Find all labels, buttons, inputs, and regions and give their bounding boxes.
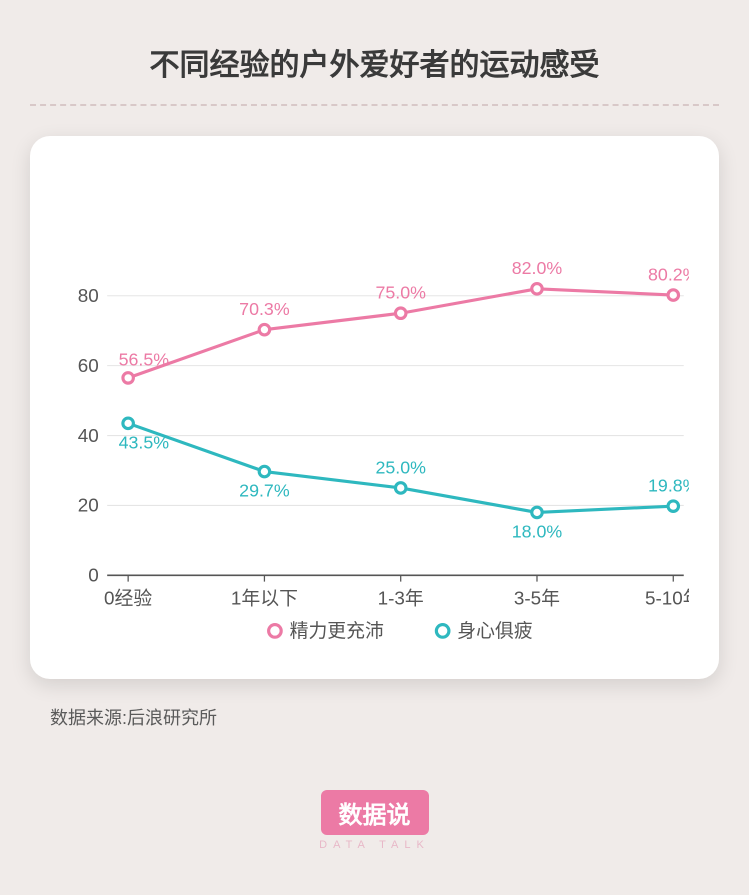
- svg-text:60: 60: [78, 355, 99, 376]
- svg-text:1-3年: 1-3年: [378, 588, 424, 609]
- svg-text:56.5%: 56.5%: [119, 349, 170, 369]
- svg-text:40: 40: [78, 425, 99, 446]
- svg-text:1年以下: 1年以下: [231, 588, 298, 609]
- page-title: 不同经验的户外爱好者的运动感受: [30, 40, 719, 84]
- svg-text:43.5%: 43.5%: [119, 432, 170, 452]
- svg-text:80.2%: 80.2%: [648, 264, 689, 284]
- line-chart: 0 20 40 60 80 0经验 1年以下 1-3年 3-5年 5-10年 56.5% 70.3% 7…: [60, 156, 689, 649]
- svg-text:29.7%: 29.7%: [239, 481, 290, 501]
- svg-text:80: 80: [78, 285, 99, 306]
- svg-text:82.0%: 82.0%: [512, 258, 563, 278]
- svg-text:3-5年: 3-5年: [514, 588, 560, 609]
- svg-text:70.3%: 70.3%: [239, 299, 290, 319]
- svg-text:20: 20: [78, 495, 99, 516]
- chart-card: 0 20 40 60 80 0经验 1年以下 1-3年 3-5年 5-10年 56.5% 70.3% 7…: [30, 136, 719, 679]
- svg-text:精力更充沛: 精力更充沛: [290, 620, 384, 641]
- svg-text:身心俱疲: 身心俱疲: [457, 620, 533, 641]
- data-source: 数据来源:后浪研究所: [50, 704, 719, 730]
- svg-text:0: 0: [88, 565, 99, 586]
- svg-text:19.8%: 19.8%: [648, 475, 689, 495]
- logo-subtitle: DATA TALK: [30, 839, 719, 851]
- svg-text:75.0%: 75.0%: [375, 283, 426, 303]
- svg-text:18.0%: 18.0%: [512, 522, 563, 542]
- svg-text:0经验: 0经验: [104, 588, 152, 609]
- svg-text:5-10年: 5-10年: [645, 588, 689, 609]
- logo-badge: 数据说: [321, 790, 429, 835]
- svg-text:25.0%: 25.0%: [375, 457, 426, 477]
- divider: [30, 104, 719, 106]
